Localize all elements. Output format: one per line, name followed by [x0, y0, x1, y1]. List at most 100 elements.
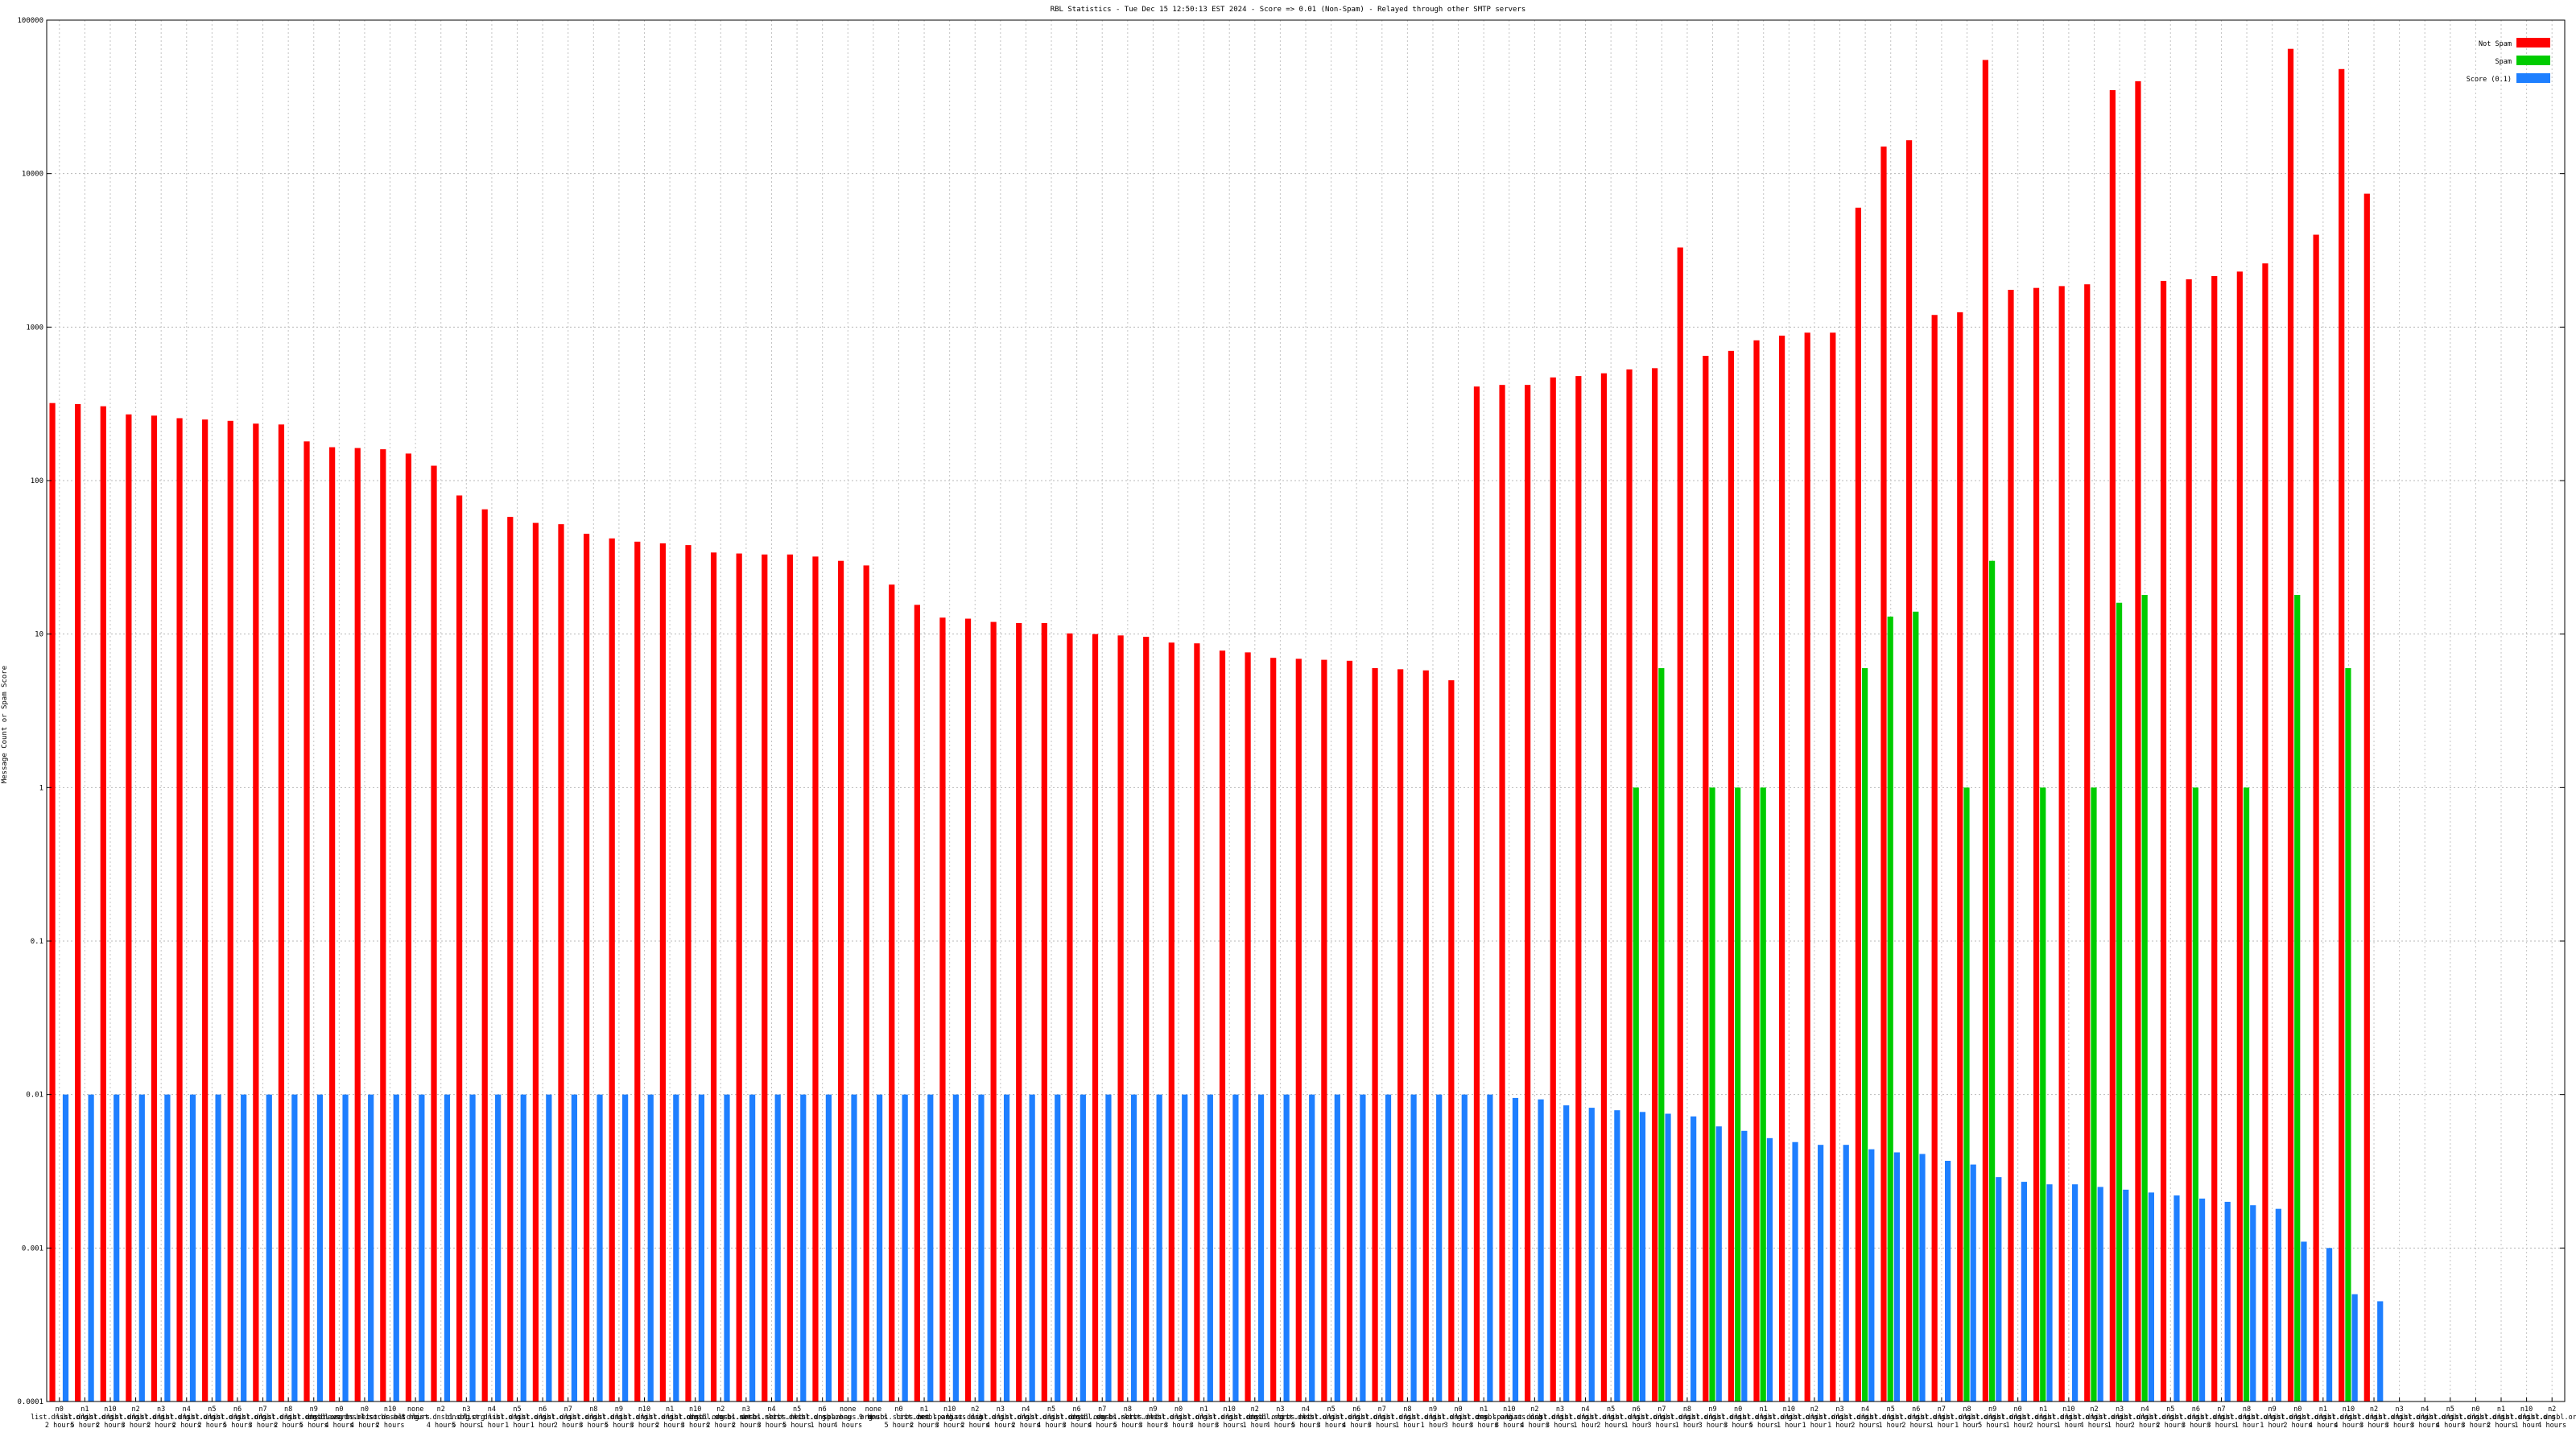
bar-not-spam — [812, 556, 819, 1402]
x-tick-label: n7 dnsbl.sorbs.net 4 hours — [1071, 1406, 1133, 1430]
bar-not-spam — [964, 618, 972, 1402]
bar-score-0-1 — [1893, 1152, 1901, 1402]
x-tick-label: n6 list.dnsbl.org 3 hours — [1048, 1406, 1106, 1430]
bar-not-spam — [1600, 373, 1608, 1402]
bar-score-0-1 — [2275, 1208, 2281, 1402]
bar-not-spam — [278, 424, 285, 1402]
x-tick-label: n6 list.dnsbl.org 1 hour — [514, 1406, 572, 1430]
bar-not-spam — [889, 584, 895, 1402]
y-axis-label: Message Count or Spam Score — [1, 666, 9, 783]
bar-score-0-1 — [1003, 1094, 1010, 1402]
x-tick-label: n3 list.dnsbl.org 1 hour — [1811, 1406, 1869, 1430]
bar-score-0-1 — [2148, 1192, 2154, 1402]
bar-not-spam — [914, 605, 920, 1402]
bar-not-spam — [1245, 652, 1251, 1402]
x-tick-label: n9 list.dnsbl.org 3 hours — [1125, 1406, 1183, 1430]
bar-not-spam — [303, 441, 310, 1402]
x-tick-label: n10 list.dnsbl.org 1 hour — [1760, 1406, 1818, 1430]
x-tick-label: n5 list.dnsbl.org 4 hours — [2421, 1406, 2479, 1430]
bar-not-spam — [253, 423, 259, 1402]
bar-not-spam — [2262, 263, 2268, 1402]
bar-score-0-1 — [724, 1094, 730, 1402]
bar-not-spam — [2236, 271, 2243, 1402]
bar-not-spam — [1753, 340, 1760, 1402]
bar-score-0-1 — [1257, 1094, 1265, 1402]
x-tick-label: n10 zen.spamhaus.org 8 hours — [1476, 1406, 1542, 1430]
bar-score-0-1 — [1055, 1094, 1061, 1402]
bar-not-spam — [2058, 286, 2065, 1402]
bar-score-0-1 — [927, 1094, 934, 1402]
bar-score-0-1 — [2377, 1301, 2384, 1402]
x-tick-label: n1 list.dnsbl.org 3 hours — [1455, 1406, 1513, 1430]
bar-spam — [1658, 667, 1665, 1402]
bar-not-spam — [1677, 247, 1683, 1402]
x-tick-label: n1 list.dnsbl.org 2 hours — [641, 1406, 699, 1430]
x-tick-label: n5 list.dnsbl.org 2 hours — [2141, 1406, 2199, 1430]
bar-not-spam — [1982, 60, 1988, 1402]
bar-spam — [1633, 787, 1639, 1402]
x-tick-label: n0 news.dnsbl.sorbs.net 4 hours — [324, 1406, 406, 1430]
x-tick-label: n8 dnsbl.sorbs.net 5 hours — [1096, 1406, 1158, 1430]
bar-score-0-1 — [1614, 1110, 1620, 1402]
x-tick-label: n2 list.dnsbl.org 2 hours — [946, 1406, 1004, 1430]
x-tick-label: n3 dnsbl.org 5 hours — [448, 1406, 485, 1430]
bar-not-spam — [1905, 140, 1913, 1402]
x-tick-label: n10 list.dnsbl.org 4 hours — [2320, 1406, 2378, 1430]
x-tick-label: n3 list.dnsbl.org 3 hours — [2371, 1406, 2429, 1430]
legend: Not Spam Spam Score (0.1) — [2467, 38, 2550, 84]
legend-swatch — [2516, 56, 2550, 65]
bar-not-spam — [2109, 89, 2116, 1402]
bar-not-spam — [329, 447, 336, 1402]
x-tick-label: n7 list.dnsbl.org 1 hour — [1913, 1406, 1971, 1430]
y-tick-label: 100 — [31, 477, 43, 485]
x-tick-label: n2 list.dnsbl.org 4 hours — [2066, 1406, 2124, 1430]
x-tick-label: n9 list.dnsbl.org 5 hours — [1963, 1406, 2021, 1430]
bar-not-spam — [685, 545, 691, 1402]
x-tick-label: n1 list.dnsbl.org 2 hours — [2014, 1406, 2072, 1430]
bar-score-0-1 — [698, 1094, 705, 1402]
bar-spam — [2040, 787, 2046, 1402]
bar-not-spam — [100, 406, 106, 1402]
x-tick-label: n7 list.dnsbl.org 3 hours — [1353, 1406, 1411, 1430]
bar-not-spam — [1143, 637, 1150, 1402]
legend-swatch — [2516, 73, 2550, 83]
bar-score-0-1 — [800, 1094, 807, 1402]
chart-title: RBL Statistics - Tue Dec 15 12:50:13 EST… — [1051, 6, 1526, 14]
x-tick-label: n0 dnsbl.sorbs.net 4 hours — [308, 1406, 370, 1430]
bar-not-spam — [1779, 335, 1785, 1402]
bar-not-spam — [1575, 376, 1582, 1402]
bar-not-spam — [354, 448, 361, 1402]
bar-not-spam — [2363, 193, 2370, 1402]
bar-score-0-1 — [825, 1094, 832, 1402]
x-tick-label: n5 list.dnsbl.org 5 hours — [768, 1406, 826, 1430]
x-tick-label: n1 list.dnsbl.org 2 hours — [895, 1406, 953, 1430]
x-tick-label: n2 list.dnsbl.org 4 hours — [412, 1406, 470, 1430]
bar-score-0-1 — [2326, 1248, 2333, 1402]
x-tick-label: n8 list.dnsbl.org 1 hour — [2218, 1406, 2276, 1430]
bar-score-0-1 — [902, 1094, 908, 1402]
bar-not-spam — [2287, 48, 2294, 1402]
bar-not-spam — [1525, 385, 1531, 1402]
x-tick-label: n0 list.dnsbl.org 1 hour — [1989, 1406, 2047, 1430]
bar-score-0-1 — [546, 1094, 552, 1402]
bar-not-spam — [1117, 635, 1124, 1402]
x-tick-label: n7 list.dnsbl.org 2 hours — [539, 1406, 597, 1430]
bars-group — [49, 48, 2384, 1402]
bar-score-0-1 — [1487, 1094, 1493, 1402]
bar-not-spam — [1219, 650, 1226, 1402]
bar-not-spam — [1931, 315, 1938, 1402]
bar-score-0-1 — [342, 1094, 349, 1402]
x-tick-label: n6 list.dnsbl.org 1 hour — [1608, 1406, 1666, 1430]
x-tick-label: n4 list.dnsbl.org 1 hour — [1557, 1406, 1615, 1430]
bar-score-0-1 — [1945, 1160, 1951, 1402]
x-tick-label: n10 list.dnsbl.org 2 hours — [81, 1406, 139, 1430]
x-tick-label: n4 list.dnsbl.org 2 hours — [997, 1406, 1055, 1430]
bar-not-spam — [1652, 368, 1658, 1402]
bar-score-0-1 — [1639, 1112, 1646, 1402]
bar-score-0-1 — [1080, 1094, 1086, 1402]
y-tick-label: 100000 — [17, 17, 43, 25]
x-tick-label: n2 list.dnsbl.org 4 hours — [1506, 1406, 1564, 1430]
bar-not-spam — [1550, 377, 1556, 1402]
x-tick-label: none 9 hours — [859, 1406, 888, 1422]
x-tick-label: n8 list.dnsbl.org 1 hour — [1938, 1406, 1996, 1430]
